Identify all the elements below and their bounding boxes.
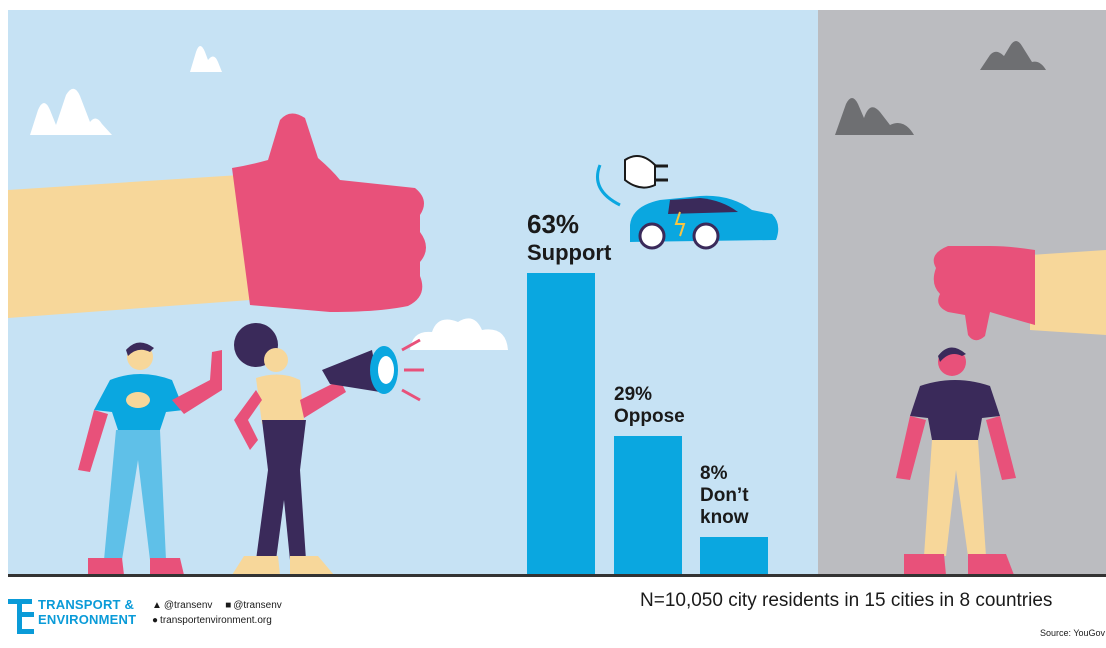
bar-label: 8% Don’t know bbox=[700, 463, 749, 529]
social-links: ▲ @transenv ■ @transenv ● transportenvironm… bbox=[152, 598, 292, 628]
bar-label: 29% Oppose bbox=[614, 384, 685, 428]
website-link[interactable]: transportenvironment.org bbox=[160, 615, 272, 626]
value-label: 29% bbox=[614, 384, 653, 406]
brand-line-2: ENVIRONMENT bbox=[38, 612, 137, 627]
person-supporter-icon bbox=[78, 342, 222, 575]
bar-oppose bbox=[614, 436, 682, 575]
facebook-icon: ■ bbox=[225, 600, 232, 611]
category-label: know bbox=[700, 507, 749, 529]
thumbs-down-icon bbox=[933, 246, 1106, 341]
electric-car-icon bbox=[596, 155, 779, 250]
facebook-handle[interactable]: @transenv bbox=[233, 600, 282, 611]
brand-name: TRANSPORT & ENVIRONMENT bbox=[38, 597, 136, 627]
bar-support bbox=[527, 273, 595, 575]
globe-icon: ● bbox=[152, 615, 159, 626]
bar-label: 63% Support bbox=[527, 208, 612, 265]
value-label: 63% bbox=[527, 208, 580, 239]
category-label: Don’t bbox=[700, 485, 749, 507]
twitter-handle[interactable]: @transenv bbox=[163, 600, 213, 611]
cloud-icon bbox=[30, 46, 508, 350]
bar-don-t-know bbox=[700, 537, 768, 575]
category-label: Support bbox=[527, 239, 612, 265]
brand-line-1: TRANSPORT & bbox=[38, 597, 135, 612]
value-label: 8% bbox=[700, 463, 728, 485]
sample-size-note: N=10,050 city residents in 15 cities in … bbox=[640, 590, 1053, 611]
source-note: Source: YouGov bbox=[1040, 628, 1106, 638]
thumbs-up-icon bbox=[8, 113, 426, 318]
person-megaphone-icon bbox=[232, 323, 424, 575]
person-opposer-icon bbox=[896, 347, 1016, 575]
twitter-icon: ▲ bbox=[152, 600, 162, 611]
x-axis-line bbox=[8, 574, 1106, 577]
cloud-icon bbox=[835, 41, 1046, 135]
category-label: Oppose bbox=[614, 406, 685, 428]
